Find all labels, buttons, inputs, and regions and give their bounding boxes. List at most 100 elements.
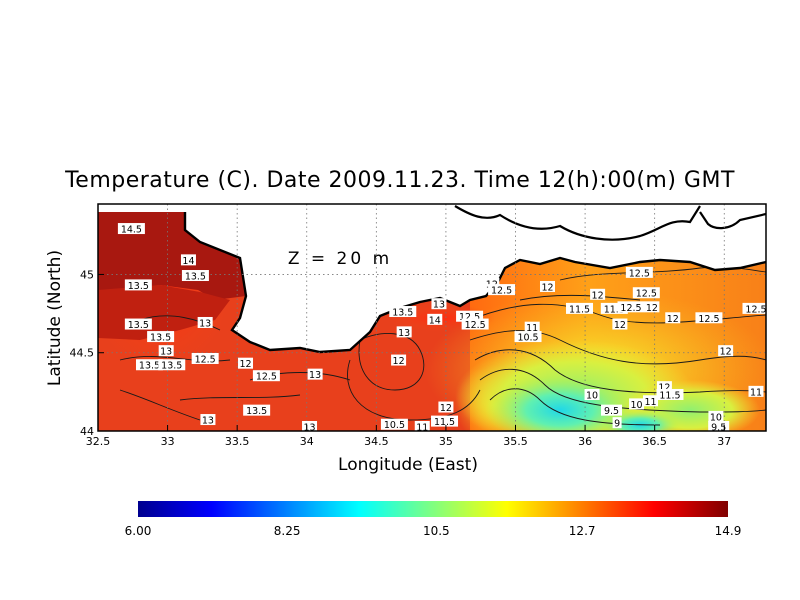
contour-label: 12.5	[461, 318, 489, 331]
contour-label: 13.5	[243, 404, 271, 417]
land-crimea	[98, 204, 766, 352]
depth-annotation: Z = 20 m	[288, 249, 392, 269]
contour-label-box	[584, 388, 600, 400]
contour-label-text: 11	[750, 387, 762, 398]
x-tick-label: 34	[300, 435, 314, 448]
contour-label: 12	[540, 280, 556, 293]
contour-label: 10	[584, 388, 600, 401]
contour-label-text: 12.5	[636, 289, 657, 300]
plot-frame	[97, 203, 767, 432]
contour-label-text: 12	[667, 314, 679, 325]
contour-label-text: 13.5	[150, 333, 171, 344]
contour-label: 9.5	[708, 421, 730, 434]
contour-label-box	[414, 421, 430, 432]
contour-label-box	[124, 318, 152, 330]
contour-label: 12	[656, 381, 672, 394]
contour-label-text: 12	[720, 347, 732, 358]
contour-label-text: 12.5	[256, 372, 277, 383]
contour-label-text: 10	[586, 390, 598, 401]
contour-label-text: 13	[309, 370, 321, 381]
contour-label: 13	[158, 345, 174, 358]
contour-label-box	[117, 223, 145, 235]
contour-label-box	[431, 415, 459, 427]
contour-label-box	[742, 302, 770, 314]
contour-label: 11.5	[431, 415, 459, 428]
contour-label: 13	[431, 298, 447, 311]
contour-label-box	[612, 318, 628, 330]
contour-label-box	[656, 388, 684, 400]
contour-label: 13	[396, 326, 412, 339]
contour-label: 12.5	[191, 352, 219, 365]
contour-label-box	[484, 277, 500, 289]
contour-label-text: 13	[433, 300, 445, 311]
contour-label: 14	[180, 254, 196, 267]
colorbar-tick-label: 6.00	[125, 524, 152, 538]
contour-label: 12	[238, 357, 254, 370]
contour-label-text: 12.5	[465, 320, 486, 331]
colorbar	[138, 501, 728, 517]
contour-label-text: 14	[182, 256, 194, 267]
contour-label-box	[617, 301, 645, 313]
contour-label-text: 13.5	[128, 281, 149, 292]
contour-label-box	[566, 302, 594, 314]
x-tick-label: 35.5	[503, 435, 528, 448]
contour-label: 13.5	[124, 279, 152, 292]
contour-label: 11.5	[600, 302, 628, 315]
contour-label-text: 9.5	[604, 406, 619, 417]
x-axis-label: Longitude (East)	[338, 455, 478, 475]
contour-label-text: 13.5	[139, 361, 160, 372]
contour-label-text: 12	[440, 403, 452, 414]
contour-label-text: 13	[160, 347, 172, 358]
contour-label-text: 11.5	[434, 417, 455, 428]
contour-label-box	[427, 313, 443, 325]
contour-label: 11.5	[656, 388, 684, 401]
contour-label-box	[197, 316, 213, 328]
contour-label-text: 10	[710, 412, 722, 423]
colorbar-tick-label: 10.5	[423, 524, 450, 538]
coastline-azov	[454, 205, 766, 241]
contour-label: 12	[391, 354, 407, 367]
contour-label: 12	[718, 345, 734, 358]
contour-label: 14.5	[117, 223, 145, 236]
contour-label: 13	[302, 421, 318, 434]
contour-label-text: 10.5	[517, 333, 538, 344]
contour-label-box	[238, 357, 254, 369]
colorbar-tick-label: 8.25	[274, 524, 301, 538]
contour-label: 13.5	[135, 359, 163, 372]
contour-label-box	[158, 359, 186, 371]
contour-label-box	[601, 404, 623, 416]
contour-label-text: 12	[614, 320, 626, 331]
colorbar-ticks: 6.00 8.25 10.5 12.7 14.9	[125, 524, 742, 538]
contour-label-text: 9.5	[711, 423, 726, 434]
contour-label-box	[396, 326, 412, 338]
contour-label-box	[181, 270, 209, 282]
contour-label: 10.5	[380, 418, 408, 431]
contour-label-text: 11	[644, 397, 656, 408]
x-tick-label: 34.5	[364, 435, 389, 448]
contour-label-box	[629, 398, 645, 410]
contour-label-box	[708, 410, 724, 422]
contour-label-text: 12	[541, 282, 553, 293]
contour-label-text: 11.5	[659, 390, 680, 401]
contour-label-box	[191, 352, 219, 364]
contour-label: 13.5	[389, 306, 417, 319]
contour-label-text: 11.5	[604, 304, 625, 315]
x-tick-label: 37	[717, 435, 731, 448]
contour-label-box	[200, 414, 216, 426]
contour-label-text: 12	[646, 303, 658, 314]
contour-label: 11	[524, 321, 540, 334]
contour-label-box	[708, 421, 730, 432]
contour-label-box	[389, 306, 417, 318]
contour-label: 13	[200, 414, 216, 427]
contour-label-box	[243, 404, 271, 416]
y-axis-ticks: 44 44.5 45	[70, 268, 104, 438]
contour-label: 12	[590, 288, 606, 301]
contour-label-text: 12	[592, 290, 604, 301]
contour-label: 10	[629, 398, 645, 411]
contour-label-box	[307, 368, 323, 380]
contour-label: 12.5	[456, 310, 484, 323]
colorbar-tick-label: 14.9	[715, 524, 742, 538]
contour-label-text: 11.5	[569, 304, 590, 315]
contour-label-text: 12.5	[459, 312, 480, 323]
